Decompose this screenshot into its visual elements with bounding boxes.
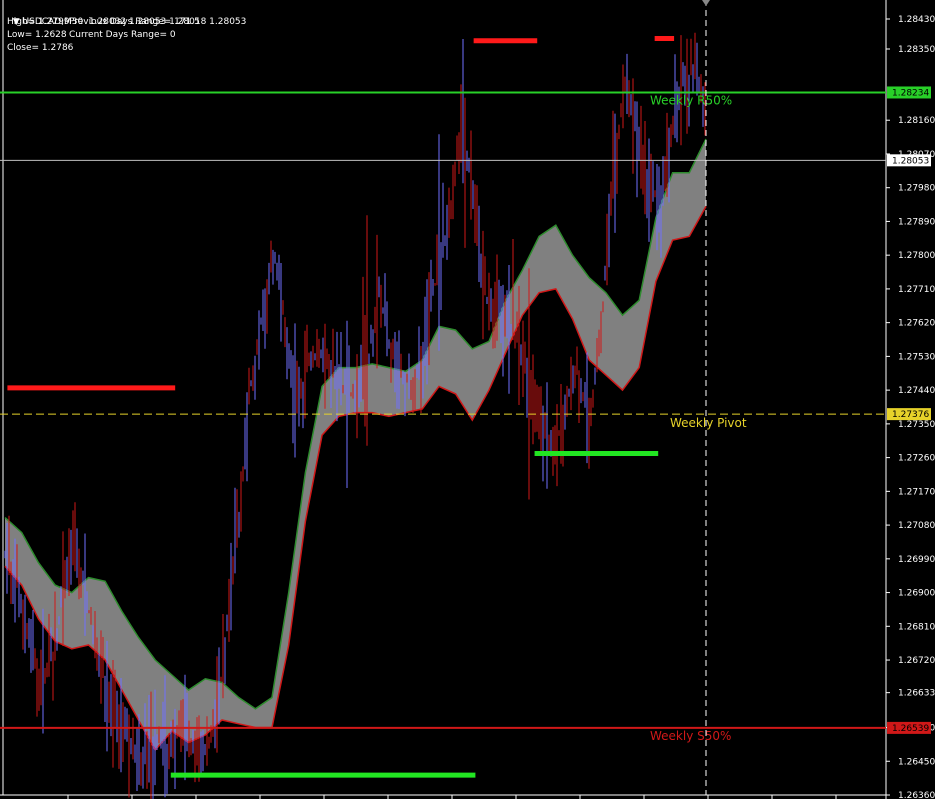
price-tick-label: 1.27260 [898, 454, 935, 464]
price-tick-label: 1.27890 [898, 217, 935, 227]
symbol-ohlc: USDCAD,M30 1.28032 1.28053 1.28018 1.280… [22, 17, 247, 27]
price-tick-label: 1.28430 [898, 15, 935, 25]
price-tick-label: 1.26810 [898, 622, 935, 632]
current-price-box [887, 154, 931, 167]
chart-shift-marker-icon[interactable] [702, 0, 710, 6]
price-tick-label: 1.27440 [898, 386, 935, 396]
price-tick-label: 1.27530 [898, 352, 935, 362]
collapse-arrow-icon[interactable]: ▼ [12, 17, 20, 27]
level-label-0: Weekly R50% [650, 93, 732, 107]
stat-high: High= 1.2799 [7, 17, 70, 27]
stat-prev-range: Previous Days Range= 171.5 [69, 17, 200, 27]
stats-row-3: Close= 1.2786 [7, 42, 73, 55]
price-tick-label: 1.26360 [898, 791, 935, 799]
price-tick-label: 1.27710 [898, 285, 935, 295]
price-tick-label: 1.26450 [898, 757, 935, 767]
price-tick-label: 1.27980 [898, 184, 935, 194]
price-tick-label: 1.26720 [898, 656, 935, 666]
level-box-0 [887, 86, 931, 99]
stats-row-2: Low= 1.2628 Current Days Range= 0 [7, 29, 176, 42]
level-box-label-1: 1.27376 [892, 410, 929, 420]
price-tick-label: 1.26990 [898, 555, 935, 565]
stat-close: Close= 1.2786 [7, 43, 74, 53]
stat-low: Low= 1.2628 [7, 30, 67, 40]
symbol-info-line: ▼ USDCAD,M30 1.28032 1.28053 1.28018 1.2… [7, 3, 247, 29]
ma-band [5, 139, 706, 750]
price-tick-label: 1.27620 [898, 319, 935, 329]
level-box-label-2: 1.26539 [892, 724, 929, 734]
level-label-1: Weekly Pivot [670, 416, 747, 430]
level-box-label-0: 1.28234 [892, 88, 929, 98]
price-tick-label: 1.27350 [898, 420, 935, 430]
price-tick-label: 1.27800 [898, 251, 935, 261]
stat-current-range: Current Days Range= 0 [69, 30, 176, 40]
price-tick-label: 1.26633 [898, 689, 935, 699]
stats-row-1: High= 1.2799 Previous Days Range= 171.5 [7, 16, 200, 29]
ma-band-upper-line [4, 138, 707, 710]
price-tick-label: 1.27080 [898, 521, 935, 531]
level-label-2: Weekly S50% [650, 729, 731, 743]
price-tick-label: 1.27170 [898, 487, 935, 497]
level-box-1 [887, 408, 931, 421]
price-tick-label: 1.28350 [898, 45, 935, 55]
level-box-2 [887, 721, 931, 734]
price-tick-label: 1.28160 [898, 116, 935, 126]
price-tick-label: 1.26900 [898, 589, 935, 599]
current-price-label: 1.28053 [892, 156, 929, 166]
